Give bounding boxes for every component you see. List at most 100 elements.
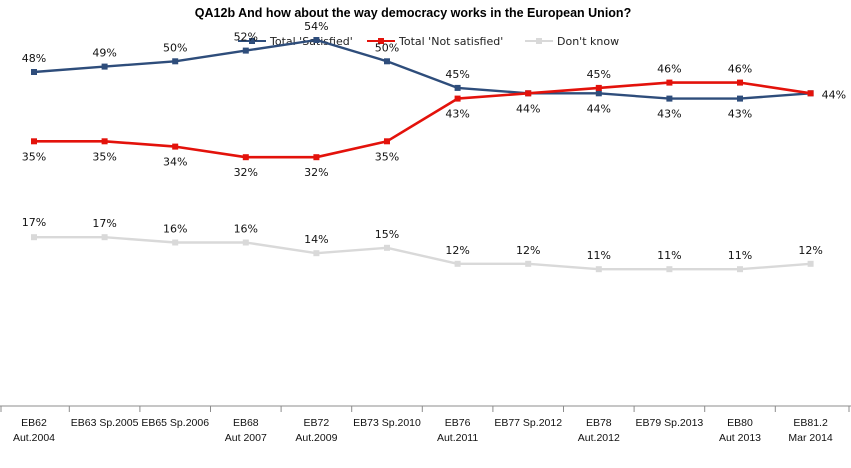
- data-label: 35%: [375, 150, 399, 163]
- data-label: 43%: [445, 108, 469, 121]
- data-point: [454, 84, 461, 91]
- series-line: [32, 38, 812, 100]
- x-tick-label: EB81.2: [793, 417, 828, 429]
- x-tick-label: EB77 Sp.2012: [494, 417, 562, 429]
- data-label: 12%: [798, 244, 822, 257]
- data-point: [737, 79, 743, 86]
- data-point: [595, 90, 602, 97]
- data-point: [384, 138, 390, 145]
- legend: Total 'Satisfied' Total 'Not satisfied' Do…: [238, 35, 619, 48]
- data-label: 35%: [92, 150, 116, 163]
- x-tick-label: EB72: [304, 417, 330, 429]
- data-point: [807, 260, 814, 267]
- data-label: 44%: [516, 102, 540, 115]
- x-tick-label: Aut.2004: [13, 432, 55, 444]
- x-tick-label: EB62: [21, 417, 47, 429]
- data-label: 17%: [92, 217, 116, 230]
- data-point: [313, 154, 320, 161]
- data-label: 34%: [163, 156, 187, 169]
- x-tick-label: EB73 Sp.2010: [353, 417, 421, 429]
- data-label: 11%: [657, 249, 681, 262]
- data-label: 52%: [234, 31, 258, 44]
- data-point: [595, 266, 602, 273]
- data-point: [454, 260, 461, 267]
- data-point: [242, 239, 249, 246]
- data-point: [101, 138, 108, 145]
- data-point: [313, 250, 320, 257]
- legend-marker: [378, 38, 384, 44]
- data-point: [666, 79, 673, 86]
- data-label: 16%: [163, 223, 187, 236]
- x-tick-label: EB65 Sp.2006: [141, 417, 209, 429]
- data-label-layer: 48% 49% 50% 52% 54% 50% 45% 44% 44% 43% 43% 44% 35% 3…: [22, 20, 846, 262]
- data-label: 12%: [516, 244, 540, 257]
- data-label: 50%: [163, 41, 187, 54]
- legend-item-2: Don't know: [525, 35, 619, 48]
- data-label: 45%: [587, 68, 611, 81]
- data-point: [101, 234, 108, 241]
- data-point: [525, 90, 532, 97]
- data-point: [313, 37, 320, 43]
- data-label: 12%: [445, 244, 469, 257]
- data-label: 54%: [304, 20, 328, 33]
- legend-marker: [536, 38, 542, 44]
- data-point: [384, 244, 390, 251]
- x-tick-label: Mar 2014: [788, 432, 833, 444]
- series-layer: [31, 37, 814, 273]
- data-label: 43%: [728, 108, 752, 121]
- series-line: [32, 235, 812, 271]
- x-tick-label: EB80: [727, 417, 753, 429]
- series-1: [31, 79, 814, 161]
- data-label: 44%: [822, 88, 846, 101]
- x-tick-label: Aut.2011: [437, 432, 478, 444]
- data-label: 44%: [587, 102, 611, 115]
- data-point: [666, 95, 673, 102]
- data-label: 50%: [375, 41, 399, 54]
- data-label: 32%: [234, 166, 258, 179]
- data-point: [172, 58, 179, 65]
- data-point: [666, 266, 673, 273]
- data-label: 46%: [728, 63, 752, 76]
- data-label: 46%: [657, 63, 681, 76]
- data-label: 32%: [304, 166, 328, 179]
- x-axis: EB62 Aut.2004 EB63 Sp.2005 EB65 Sp.2006 EB68…: [0, 405, 851, 444]
- data-label: 49%: [92, 47, 116, 60]
- legend-marker: [249, 38, 255, 44]
- x-tick-label: Aut 2013: [719, 432, 761, 444]
- legend-item-1: Total 'Not satisfied': [367, 35, 503, 48]
- data-label: 15%: [375, 228, 399, 241]
- x-tick-label: Aut.2012: [578, 432, 620, 444]
- series-2: [31, 234, 814, 273]
- data-point: [595, 84, 602, 91]
- chart-title: QA12b And how about the way democracy wo…: [195, 6, 631, 20]
- data-point: [242, 47, 249, 54]
- data-point: [525, 260, 532, 267]
- x-tick-label: EB76: [445, 417, 471, 429]
- data-point: [454, 95, 461, 102]
- x-tick-label: Aut.2009: [295, 432, 337, 444]
- data-point: [242, 154, 249, 161]
- data-point: [737, 95, 743, 102]
- x-tick-label: EB79 Sp.2013: [636, 417, 704, 429]
- data-point: [384, 58, 390, 65]
- data-label: 11%: [587, 249, 611, 262]
- data-point: [737, 266, 743, 273]
- data-point: [172, 143, 179, 150]
- x-tick-label: EB68: [233, 417, 259, 429]
- data-label: 43%: [657, 108, 681, 121]
- x-tick-label: EB63 Sp.2005: [71, 417, 139, 429]
- data-point: [172, 239, 179, 246]
- data-label: 16%: [234, 223, 258, 236]
- data-label: 48%: [22, 52, 46, 65]
- data-point: [31, 69, 37, 75]
- data-point: [807, 90, 814, 97]
- series-line: [32, 81, 812, 159]
- data-label: 35%: [22, 150, 46, 163]
- x-tick-label: EB78: [586, 417, 612, 429]
- x-tick-label: Aut 2007: [225, 432, 267, 444]
- data-label: 14%: [304, 233, 328, 246]
- legend-label: Don't know: [557, 35, 619, 48]
- data-label: 45%: [445, 68, 469, 81]
- legend-label: Total 'Not satisfied': [398, 35, 503, 48]
- data-label: 11%: [728, 249, 752, 262]
